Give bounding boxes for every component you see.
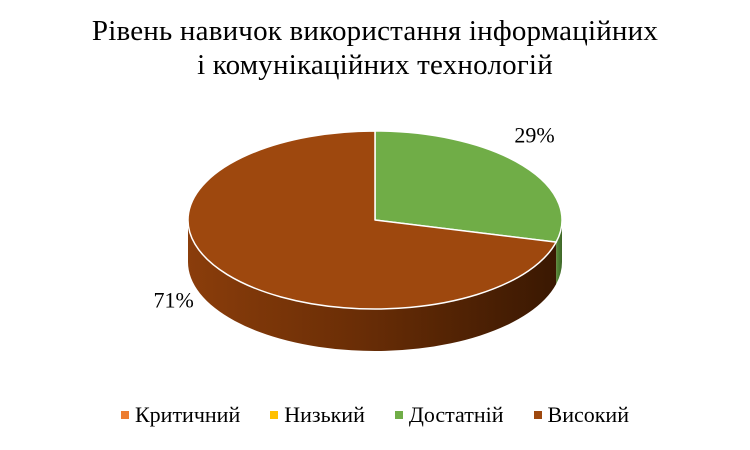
pie-slice-high bbox=[187, 130, 557, 310]
legend-swatch-critical bbox=[121, 411, 129, 419]
pie-side-high bbox=[187, 220, 557, 352]
chart-title-line-1: Рівень навичок використання інформаційни… bbox=[91, 15, 659, 47]
legend-item-low: Низький bbox=[270, 402, 365, 428]
legend-swatch-low bbox=[270, 411, 279, 419]
pie-slice-sufficient bbox=[374, 130, 563, 243]
legend-label-high: Високий bbox=[547, 402, 629, 427]
chart-title-line-2: і комунікаційних технологій bbox=[197, 49, 553, 81]
data-label-sufficient: 29% bbox=[514, 122, 554, 147]
legend-label-critical: Критичний bbox=[135, 402, 241, 427]
legend-swatch-sufficient bbox=[394, 411, 403, 419]
legend: Критичний Низький Достатній Високий bbox=[0, 402, 750, 428]
legend-item-sufficient: Достатній bbox=[394, 402, 504, 428]
legend-label-low: Низький bbox=[284, 402, 365, 427]
legend-label-sufficient: Достатній bbox=[408, 402, 504, 427]
pie-side-sufficient bbox=[556, 220, 562, 285]
legend-item-high: Високий bbox=[533, 402, 629, 428]
legend-item-critical: Критичний bbox=[121, 402, 240, 428]
data-label-high: 71% bbox=[153, 287, 193, 312]
chart-title: Рівень навичок використання інформаційни… bbox=[0, 14, 750, 82]
legend-swatch-high bbox=[533, 411, 542, 419]
